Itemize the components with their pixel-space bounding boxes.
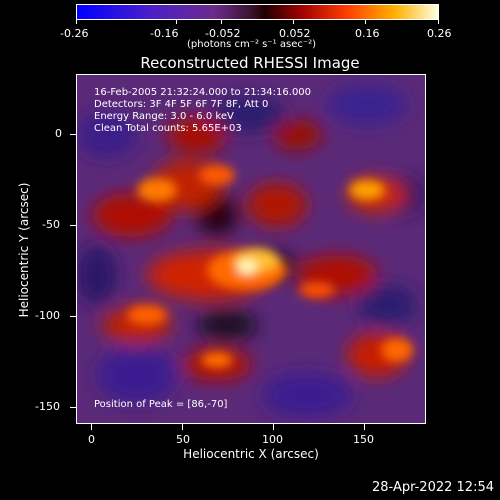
time-range-text: 16-Feb-2005 21:32:24.000 to 21:34:16.000 — [94, 87, 312, 98]
y-axis-label: Heliocentric Y (arcsec) — [17, 182, 31, 318]
rhessi-image-plot: 16-Feb-2005 21:32:24.000 to 21:34:16.000… — [76, 74, 426, 424]
colorbar-tick-label: -0.16 — [150, 27, 179, 40]
colorbar — [76, 4, 439, 20]
colorbar-gradient — [77, 5, 438, 19]
colorbar-tick-label: 0.16 — [355, 27, 380, 40]
y-tick-label: -100 — [35, 309, 60, 322]
colorbar-ticks — [76, 20, 439, 24]
colorbar-tick-label: -0.26 — [60, 27, 89, 40]
detectors-text: Detectors: 3F 4F 5F 6F 7F 8F, Att 0 — [94, 99, 269, 110]
x-tick-label: 0 — [88, 433, 95, 446]
method-text: Clean Total counts: 5.65E+03 — [94, 123, 242, 134]
colorbar-unit-label: (photons cm⁻² s⁻¹ asec⁻²) — [187, 39, 317, 50]
y-tick-label: 0 — [55, 127, 62, 140]
peak-position-text: Position of Peak = [86,-70] — [94, 399, 228, 410]
x-tick-label: 100 — [262, 433, 283, 446]
energy-range-text: Energy Range: 3.0 - 6.0 keV — [94, 111, 234, 122]
x-tick-label: 150 — [353, 433, 374, 446]
timestamp: 28-Apr-2022 12:54 — [372, 480, 494, 495]
colorbar-tick-label: 0.052 — [279, 27, 311, 40]
y-tick-label: -150 — [35, 400, 60, 413]
colorbar-tick-label: 0.26 — [427, 27, 452, 40]
x-axis-ticks — [76, 424, 426, 430]
colorbar-tick-label: -0.052 — [205, 27, 241, 40]
rhessi-image — [77, 75, 425, 423]
y-tick-label: -50 — [42, 218, 60, 231]
image-title: Reconstructed RHESSI Image — [140, 54, 360, 72]
x-tick-label: 50 — [176, 433, 190, 446]
y-axis-ticks — [70, 74, 76, 424]
x-axis-label: Heliocentric X (arcsec) — [183, 447, 319, 461]
